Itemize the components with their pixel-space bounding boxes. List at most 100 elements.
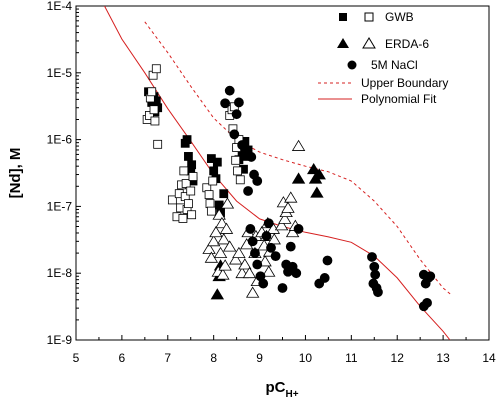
x-tick-label: 9 bbox=[256, 351, 263, 365]
x-tick-label: 10 bbox=[299, 351, 313, 365]
gwb-open-point bbox=[184, 199, 193, 209]
x-tick-label: 7 bbox=[164, 351, 171, 365]
gwb-filled-point bbox=[219, 189, 229, 199]
erda-open-point bbox=[232, 246, 246, 258]
erda-open-point bbox=[284, 191, 298, 203]
nacl-filled-point bbox=[220, 98, 231, 109]
gwb-open-point bbox=[181, 179, 191, 188]
nacl-filled-point bbox=[425, 271, 436, 282]
erda-open-point bbox=[202, 242, 216, 254]
erda-open-point bbox=[218, 259, 232, 271]
nacl-filled-point bbox=[250, 248, 260, 258]
y-tick-label: 1E-5 bbox=[47, 66, 73, 80]
gwb-open-point bbox=[153, 139, 163, 149]
y-tick-label: 1E-6 bbox=[47, 133, 73, 147]
polynomial-fit-line bbox=[104, 6, 451, 340]
y-tick-label: 1E-4 bbox=[47, 0, 73, 13]
erda-open-point bbox=[262, 265, 276, 277]
gwb-filled-point bbox=[184, 152, 193, 161]
gwb-filled-point bbox=[182, 135, 192, 145]
gwb-open-point bbox=[233, 166, 242, 176]
x-tick-label: 14 bbox=[482, 351, 496, 365]
nacl-filled-point bbox=[293, 224, 304, 234]
nacl-filled-point bbox=[252, 259, 263, 270]
legend-nacl-label: 5M NaCl bbox=[371, 58, 418, 72]
nacl-filled-point bbox=[247, 236, 258, 247]
gwb-open-point bbox=[186, 186, 196, 196]
x-tick-label: 8 bbox=[210, 351, 217, 365]
nacl-filled-point bbox=[270, 251, 281, 262]
erda-open-point bbox=[220, 197, 235, 209]
nacl-filled-point bbox=[418, 301, 429, 312]
legend-gwb-filled-marker bbox=[339, 13, 347, 21]
nacl-filled-point bbox=[266, 242, 276, 253]
nacl-filled-point bbox=[277, 283, 288, 293]
gwb-open-point bbox=[187, 210, 197, 220]
gwb-open-point bbox=[205, 199, 215, 209]
erda-open-point bbox=[215, 216, 229, 229]
gwb-open-point bbox=[145, 111, 154, 120]
erda-open-point bbox=[267, 233, 281, 245]
nacl-filled-point bbox=[245, 224, 256, 234]
gwb-open-point bbox=[147, 87, 157, 97]
nacl-filled-point bbox=[237, 140, 248, 150]
legend-gwb-open-marker bbox=[364, 12, 374, 22]
legend-nacl-marker bbox=[347, 60, 357, 70]
x-tick-label: 6 bbox=[119, 351, 126, 365]
nacl-filled-point bbox=[263, 218, 274, 229]
erda-open-point bbox=[209, 225, 223, 238]
nacl-filled-point bbox=[367, 252, 377, 262]
nacl-filled-point bbox=[229, 129, 240, 140]
erda-filled-point bbox=[291, 172, 306, 184]
gwb-open-point bbox=[208, 176, 218, 186]
nacl-filled-point bbox=[246, 152, 257, 162]
erda-filled-point bbox=[210, 288, 225, 300]
erda-open-point bbox=[223, 240, 237, 252]
gwb-open-point bbox=[179, 166, 189, 176]
legend-erda-filled-marker bbox=[337, 38, 349, 48]
nacl-filled-point bbox=[319, 273, 330, 283]
erda-open-point bbox=[291, 139, 306, 151]
gwb-open-point bbox=[167, 195, 177, 205]
gwb-open-point bbox=[204, 190, 214, 200]
x-tick-label: 13 bbox=[436, 351, 450, 365]
y-tick-label: 1E-8 bbox=[47, 266, 73, 280]
gwb-open-point bbox=[206, 206, 216, 216]
legend: GWB ERDA-6 5M NaCl Upper Boundary Polyno… bbox=[318, 10, 448, 106]
gwb-open-point bbox=[150, 116, 160, 126]
gwb-filled-point bbox=[187, 160, 197, 170]
nacl-filled-point bbox=[243, 186, 253, 196]
erda-filled-point bbox=[312, 168, 326, 180]
erda-open-point bbox=[238, 258, 252, 270]
legend-gwb-label: GWB bbox=[385, 10, 414, 24]
legend-erda-label: ERDA-6 bbox=[385, 37, 429, 51]
erda-open-point bbox=[219, 222, 234, 234]
axis-ticks: 5 6 7 8 9 10 11 12 13 14 1E-9 1E-8 1E-7 1E-6 1E-5 1E-4 bbox=[47, 0, 496, 365]
gwb-open-point bbox=[231, 155, 241, 165]
legend-erda-open-marker bbox=[362, 37, 376, 49]
erda-filled-point bbox=[306, 162, 321, 175]
nacl-filled-point bbox=[373, 287, 383, 298]
gwb-open-point bbox=[178, 214, 188, 223]
x-tick-label: 12 bbox=[391, 351, 405, 365]
x-axis-title: pCH+ bbox=[265, 379, 298, 400]
y-tick-label: 1E-7 bbox=[47, 199, 73, 213]
gwb-open-point bbox=[149, 105, 159, 115]
upper-boundary-line bbox=[144, 21, 453, 297]
gwb-filled-point bbox=[212, 157, 222, 167]
erda-open-point bbox=[216, 268, 230, 280]
nacl-filled-point bbox=[291, 268, 302, 279]
erda-open-point bbox=[258, 255, 272, 267]
erda-open-point bbox=[245, 286, 260, 298]
nacl-filled-point bbox=[231, 109, 242, 120]
y-tick-label: 1E-9 bbox=[47, 333, 73, 347]
gwb-open-point bbox=[235, 175, 245, 185]
gwb-open-point bbox=[188, 172, 198, 181]
legend-upper-label: Upper Boundary bbox=[361, 76, 448, 90]
x-tick-label: 5 bbox=[73, 351, 80, 365]
erda-open-point bbox=[242, 266, 257, 279]
x-tick-label: 11 bbox=[345, 351, 358, 365]
erda-open-point bbox=[228, 253, 243, 265]
nacl-filled-point bbox=[234, 97, 244, 108]
gwb-filled-point bbox=[209, 166, 219, 176]
